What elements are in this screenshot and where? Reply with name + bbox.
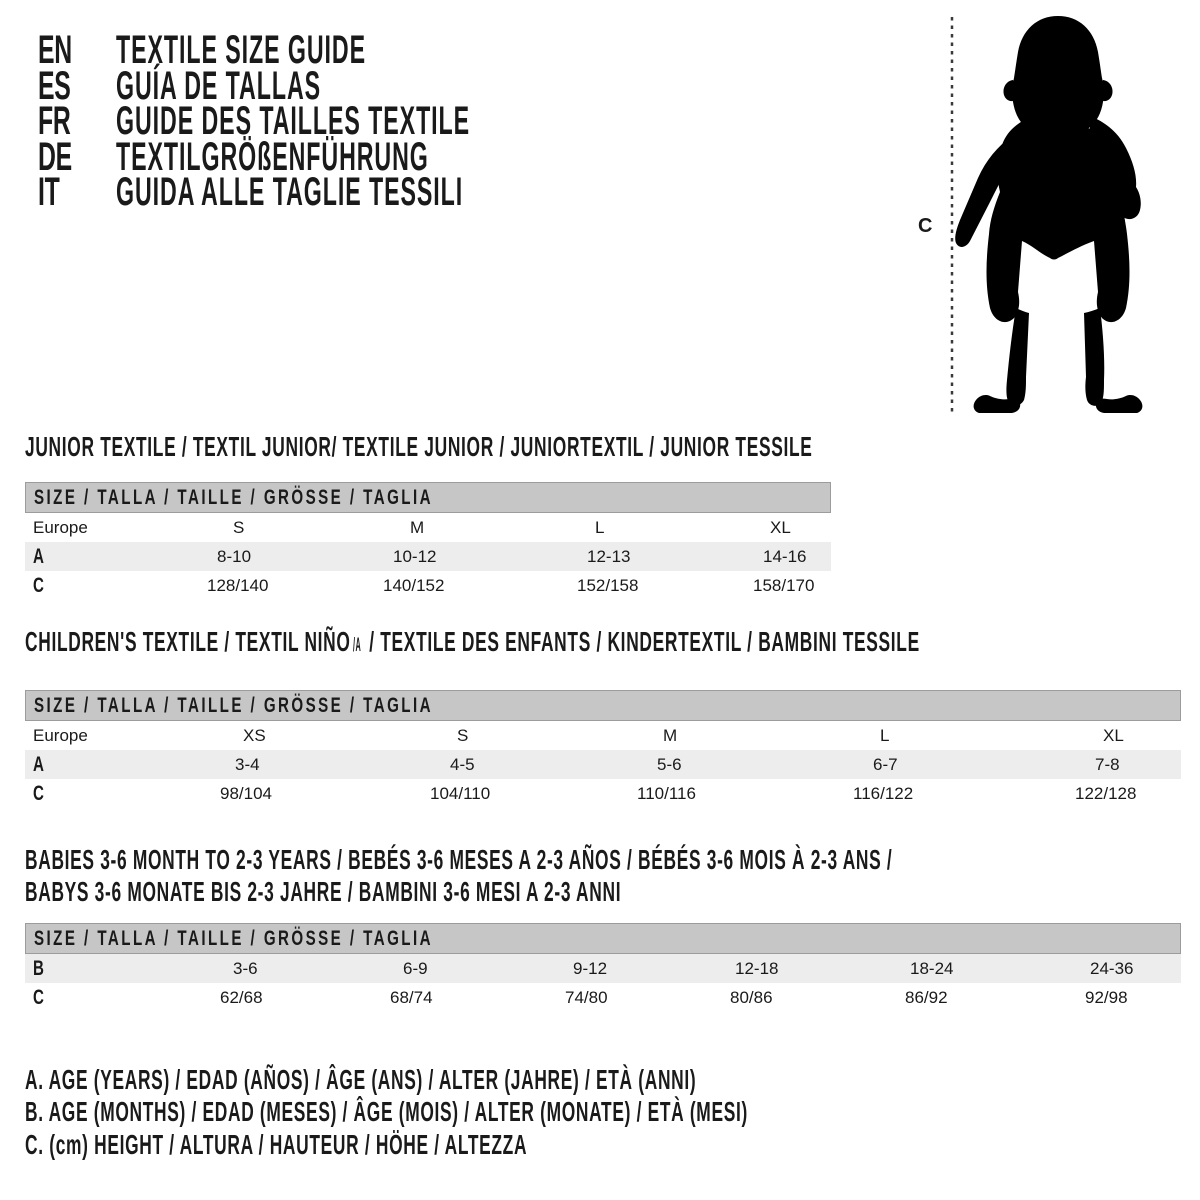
svg-text:C: C [918, 215, 932, 237]
